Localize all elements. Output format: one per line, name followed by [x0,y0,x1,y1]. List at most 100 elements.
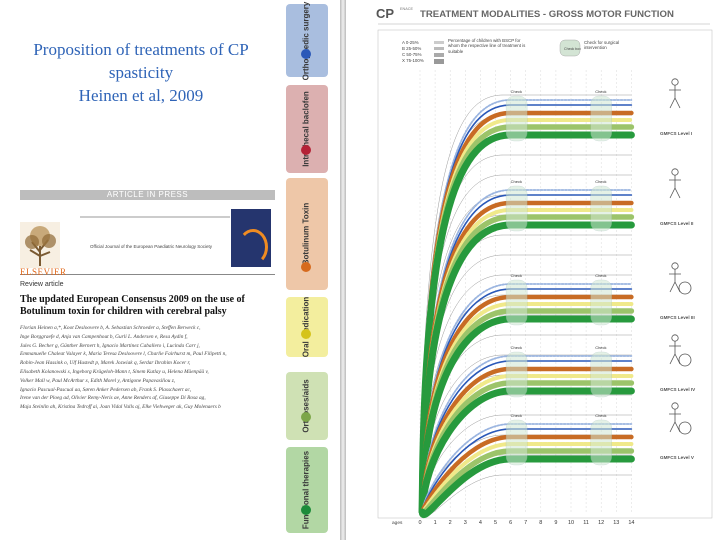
author-line: Elisabeth Kolanowski s, Ingeborg Krägelo… [20,368,209,375]
check-box-label: Check [595,179,606,184]
gmfcs-level-label: GMFCS Level V [660,455,695,460]
child-figure-icon [669,341,681,365]
chart-title: TREATMENT MODALITIES - GROSS MOTOR FUNCT… [420,9,674,20]
author-line: Volker Mall w, Paul McArthur x, Edith Mo… [20,377,176,384]
modality-dot-icon [301,145,311,155]
x-tick-label: 3 [464,520,467,526]
modality-dot-icon [301,412,311,422]
check-box [505,419,528,466]
paper-excerpt: ARTICLE IN PRESS ELSEVIER Official Journ… [20,190,275,480]
legend-description: Percentage of children with BSCP for who… [448,38,525,54]
legend-check-box-label: Check box [564,47,581,51]
wheelchair-icon [678,281,692,295]
check-box [590,185,612,232]
modality-pill-intrathecal-baclofen: Intrathecal baclofen [286,85,328,173]
wheelchair-icon [678,353,692,367]
check-box-label: Check [595,89,606,94]
treatment-band [418,455,635,518]
check-box-label: Check [595,413,606,418]
legend-bar [434,53,444,57]
modality-dot-icon [301,262,311,272]
modality-label: Botulinum Toxin [301,202,311,266]
x-tick-label: 13 [613,520,619,526]
treatment-band [418,387,635,516]
paper-header: ELSEVIER Official Journal of the Europea… [20,204,275,277]
in-press-banner: ARTICLE IN PRESS [20,190,275,200]
check-box-label: Check [511,345,522,350]
x-tick-label: 1 [434,520,437,526]
slide-title-line-2: spasticity [108,63,174,82]
check-box-label: Check [511,413,522,418]
gmfcs-level-label: GMFCS Level III [660,315,695,320]
gmfcs-level-label: GMFCS Level I [660,131,692,136]
x-tick-label: 12 [598,520,604,526]
cp-logo: CP [376,6,394,21]
check-box-label: Check [511,89,522,94]
child-figure-icon [669,269,681,293]
check-box [590,351,612,398]
journal-name: Official Journal of the European Paediat… [90,244,212,249]
modality-pill-oral-medication: Oral medication [286,297,328,357]
x-tick-label: 9 [554,520,557,526]
slide-title-line-3: Heinen et al, 2009 [78,86,204,105]
journal-cover [231,209,271,267]
citation-line [80,216,230,218]
paper-title: The updated European Consensus 2009 on t… [20,294,245,317]
author-line: Inge Borggraefe d, Anja van Campenhout b… [20,333,188,340]
check-box-label: Check [595,345,606,350]
legend-pct: B 25-50% [402,46,421,51]
article-section: Review article [20,281,64,288]
author-line: Irene van der Ploeg ad, Olivier Remy-Ner… [20,395,206,402]
modality-label: Orthoses/aids [301,379,311,433]
modality-label: Functional therapies [301,450,311,530]
author-line: Ignacio Pascual-Pascual aa, Søren Anker … [20,386,192,393]
gmfcs-level-label: GMFCS Level II [660,221,693,226]
modality-label: Intrathecal baclofen [301,91,311,167]
child-figure-icon [669,175,681,199]
modality-pill-botulinum-toxin: Botulinum Toxin [286,178,328,290]
elsevier-tree-logo [20,222,60,268]
legend-check-box [559,39,581,57]
slide-title: Proposition of treatments of CP spastici… [10,38,272,107]
author-line: Maja Steinlin ah, Kristina Tedroff ai, J… [20,404,221,411]
author-line: Jules G. Becher g, Günther Bernert h, Ig… [20,342,200,349]
x-tick-label: 11 [583,520,589,526]
modality-label: Orthopaedic surgery [301,1,311,80]
child-figure-icon [669,409,681,433]
author-line: Emmanuelle Chaleat Valayer k, Maria Tere… [20,351,227,358]
modality-label: Oral medication [301,296,311,358]
modality-dot-icon [301,329,311,339]
x-tick-label: 0 [418,520,421,526]
treatment-band [418,221,635,516]
wheelchair-icon [678,421,692,435]
check-box-label: Check [595,273,606,278]
slide-title-line-1: Proposition of treatments of CP [33,40,249,59]
modality-pill-orthoses-aids: Orthoses/aids [286,372,328,440]
x-axis-label: ages [392,521,403,526]
x-tick-label: 4 [479,520,482,526]
x-tick-label: 7 [524,520,527,526]
legend-pct: C 50-75% [402,52,422,57]
modality-dot-icon [301,505,311,515]
modality-dot-icon [301,49,311,59]
check-box-label: Check [511,179,522,184]
publisher-name: ELSEVIER [20,267,67,277]
check-box [505,185,528,232]
check-box [590,95,612,142]
chart-legend: A 0-25% B 25-50% C 50-75% X 75-100% Perc… [402,38,619,64]
author-line: Robin-Jean Hassink o, Ulf Hustedt p, Mar… [20,360,191,367]
child-figure-icon [669,85,681,109]
check-box [590,419,612,466]
modality-pill-orthopaedic-surgery: Orthopaedic surgery [286,1,328,80]
x-tick-label: 10 [568,520,574,526]
legend-pct: A 0-25% [402,40,419,45]
x-tick-label: 6 [509,520,512,526]
legend-pct: X 75-100% [402,58,424,63]
page-binding-shadow [340,0,346,540]
cover-ring-graphic [238,229,268,265]
check-box-label: Check [511,273,522,278]
cp-logo-superscript: ENACE [400,7,414,11]
legend-bar [434,41,444,44]
plot-frame [377,29,713,519]
x-tick-label: 2 [449,520,452,526]
